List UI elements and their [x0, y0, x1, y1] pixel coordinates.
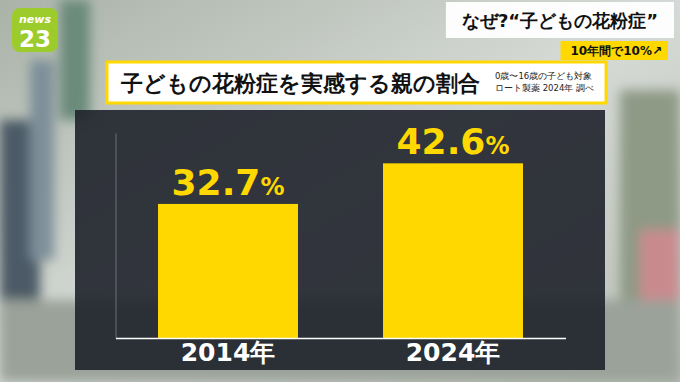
logo: news23 [12, 8, 58, 52]
bar [158, 204, 298, 338]
y-axis-line [116, 134, 117, 339]
x-tick: 2014年 [181, 338, 276, 367]
logo-text: news [19, 13, 51, 26]
badge-text: 10年間で10%↗ [571, 44, 662, 58]
data-label-number: 32.7 [172, 162, 261, 203]
bar [383, 163, 523, 338]
scene-shape [30, 60, 54, 260]
headline-bg [446, 2, 674, 38]
data-labels: 32.7%42.6% [172, 121, 510, 203]
badge: 10年間で10%↗ [561, 41, 668, 60]
data-label-number: 42.6 [397, 121, 486, 162]
background-scene [0, 0, 680, 382]
headline-box: なぜ?“子どもの花粉症” [446, 2, 674, 38]
title-box: 子どもの花粉症を実感する親の割合 0歳〜16歳の子ども対象ロート製薬 2024年 … [107, 62, 606, 103]
source-note: ロート製薬 2024年 調べ [495, 83, 594, 93]
scene-shape [60, 0, 90, 120]
headline: なぜ?“子どもの花粉症” [462, 10, 658, 31]
background [0, 0, 680, 382]
logo-bg [12, 8, 58, 52]
badge-bg [561, 41, 668, 60]
logo-number: 23 [19, 26, 51, 52]
x-axis: 2014年 2024年 [116, 338, 566, 367]
chart-panel [75, 110, 605, 370]
chart-svg: 2014年2024年32.7%42.6%子どもの花粉症を実感する親の割合0歳〜1… [0, 0, 680, 382]
chart-title: 子どもの花粉症を実感する親の割合 [120, 71, 480, 96]
x-tick: 2024年 [406, 338, 501, 367]
data-label: 32.7% [172, 162, 285, 203]
data-label-unit: % [485, 132, 509, 160]
data-label: 42.6% [397, 121, 510, 162]
x-tick-label: 2014年 [181, 338, 276, 367]
x-tick-label: 2024年 [406, 338, 501, 367]
data-label-unit: % [260, 173, 284, 201]
source-note: 0歳〜16歳の子ども対象 [495, 71, 592, 81]
y-axis [116, 134, 117, 339]
title-box-bg [107, 62, 606, 103]
